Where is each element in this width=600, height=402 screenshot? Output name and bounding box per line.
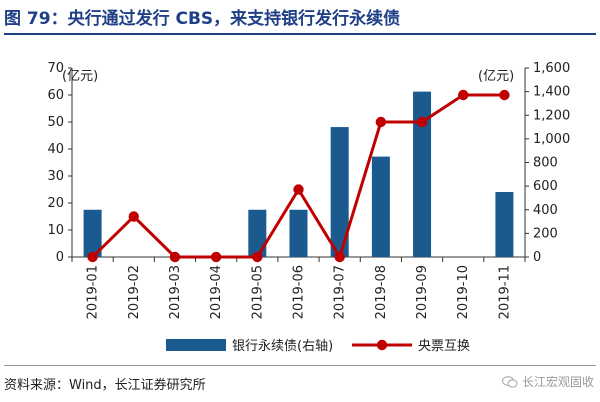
bar bbox=[289, 209, 308, 257]
right-tick-label: 0 bbox=[533, 250, 541, 265]
right-axis-unit: (亿元) bbox=[478, 69, 514, 84]
x-tick-label: 2019-07 bbox=[333, 265, 348, 319]
line-point bbox=[252, 251, 263, 263]
figure-title: 图 79：央行通过发行 CBS，来支持银行发行永续债 bbox=[4, 9, 401, 29]
wechat-icon bbox=[501, 375, 518, 388]
line-point bbox=[87, 251, 98, 263]
right-tick-label: 200 bbox=[533, 226, 558, 241]
x-tick-label: 2019-09 bbox=[415, 265, 430, 319]
right-tick-label: 1,200 bbox=[533, 108, 570, 123]
x-tick-label: 2019-06 bbox=[292, 265, 307, 319]
line-point bbox=[210, 251, 222, 263]
line-point bbox=[416, 116, 428, 128]
legend-bar-label: 银行永续债(右轴) bbox=[232, 339, 333, 354]
line-point bbox=[458, 89, 469, 101]
right-tick-label: 400 bbox=[533, 203, 558, 218]
source-note: 资料来源：Wind，长江证券研究所 bbox=[4, 378, 206, 393]
right-tick-label: 800 bbox=[533, 156, 558, 171]
x-tick-label: 2019-03 bbox=[168, 265, 183, 319]
right-tick-label: 1,600 bbox=[533, 61, 570, 76]
left-tick-label: 50 bbox=[47, 115, 64, 130]
bar bbox=[83, 209, 102, 257]
line-point bbox=[293, 184, 304, 195]
line-point bbox=[375, 116, 387, 128]
bar bbox=[248, 209, 267, 257]
legend-line-marker bbox=[376, 339, 388, 351]
x-tick-label: 2019-02 bbox=[127, 265, 142, 319]
legend-bar-swatch bbox=[166, 339, 226, 351]
line-point bbox=[334, 251, 345, 263]
left-tick-label: 20 bbox=[47, 196, 64, 211]
watermark: 长江宏观固收 bbox=[501, 373, 594, 390]
left-tick-label: 60 bbox=[47, 88, 64, 103]
x-tick-label: 2019-08 bbox=[374, 265, 389, 319]
bar bbox=[330, 127, 349, 257]
legend-line-label: 央票互换 bbox=[418, 339, 470, 354]
x-tick-label: 2019-04 bbox=[209, 265, 224, 319]
x-tick-label: 2019-11 bbox=[497, 265, 512, 319]
line-group bbox=[87, 89, 510, 263]
bar bbox=[495, 192, 514, 257]
left-tick-label: 10 bbox=[47, 223, 64, 238]
x-tick-label: 2019-10 bbox=[456, 265, 471, 319]
right-tick-label: 600 bbox=[533, 179, 558, 194]
bar bbox=[413, 91, 432, 257]
left-tick-label: 30 bbox=[47, 169, 64, 184]
right-tick-label: 1,400 bbox=[533, 85, 570, 100]
axes-group: 0 10 20 30 40 50 60 70 0 200 400 600 800 1,000 1,200 1,… bbox=[47, 61, 570, 319]
line-point bbox=[128, 211, 139, 222]
right-tick-label: 1,000 bbox=[533, 132, 570, 147]
line-point bbox=[499, 89, 510, 101]
bar bbox=[371, 156, 390, 257]
bars-group bbox=[83, 91, 514, 257]
watermark-text: 长江宏观固收 bbox=[521, 375, 594, 389]
x-tick-label: 2019-01 bbox=[86, 265, 101, 319]
left-tick-label: 40 bbox=[47, 142, 64, 157]
title-rule bbox=[4, 33, 596, 35]
left-tick-label: 70 bbox=[47, 61, 64, 76]
line-point bbox=[169, 251, 181, 263]
left-axis-unit: (亿元) bbox=[62, 69, 98, 84]
source-rule bbox=[4, 365, 596, 366]
left-tick-label: 0 bbox=[56, 250, 64, 265]
x-tick-label: 2019-05 bbox=[250, 265, 265, 319]
legend: 银行永续债(右轴) 央票互换 bbox=[166, 339, 470, 354]
